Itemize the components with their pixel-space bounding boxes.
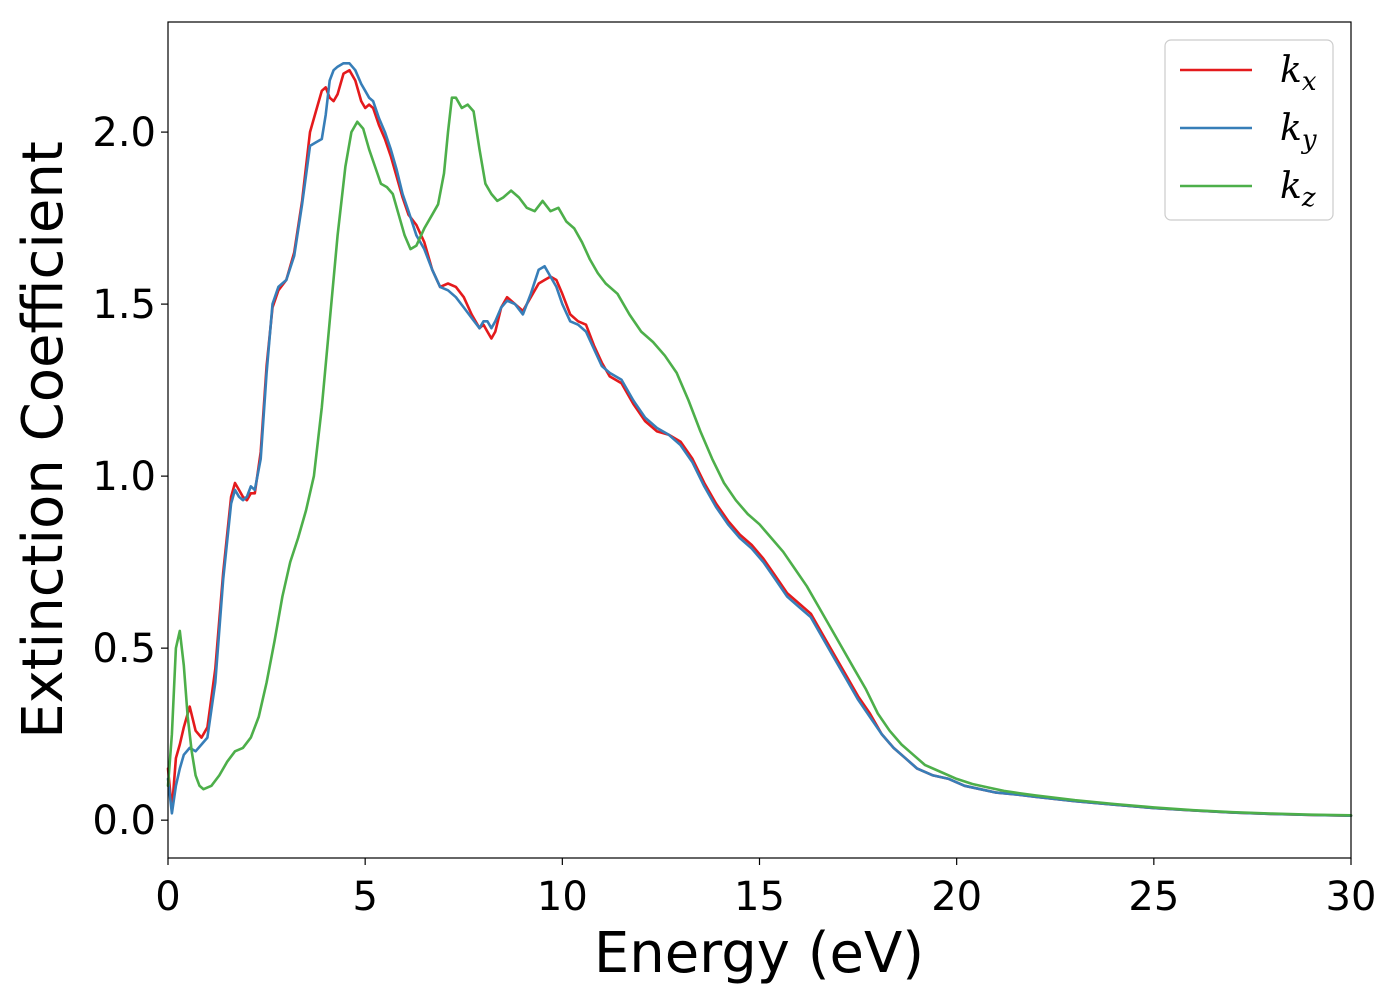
x-tick-label: 25 [1128, 874, 1179, 920]
y-axis-ticks: 0.0 0.5 1.0 1.5 2.0 [92, 110, 168, 844]
series-line-kz [166, 96, 1353, 817]
y-tick-label: 0.0 [92, 798, 156, 844]
x-tick-label: 10 [537, 874, 588, 920]
y-tick-label: 1.5 [92, 282, 156, 328]
y-tick-label: 2.0 [92, 110, 156, 156]
x-tick-label: 0 [155, 874, 180, 920]
x-tick-label: 15 [734, 874, 785, 920]
y-tick-label: 0.5 [92, 626, 156, 672]
x-tick-label: 30 [1326, 874, 1377, 920]
plot-area [168, 22, 1351, 858]
x-tick-label: 20 [931, 874, 982, 920]
x-axis-ticks: 0 5 10 15 20 25 30 [155, 858, 1376, 920]
legend-box [1164, 39, 1334, 221]
y-axis-label: Extinction Coefficient [11, 141, 76, 739]
series-line-ky [166, 61, 1353, 818]
y-tick-label: 1.0 [92, 454, 156, 500]
series-layer [166, 61, 1353, 818]
x-axis-label: Energy (eV) [594, 921, 924, 986]
x-tick-label: 5 [352, 874, 377, 920]
